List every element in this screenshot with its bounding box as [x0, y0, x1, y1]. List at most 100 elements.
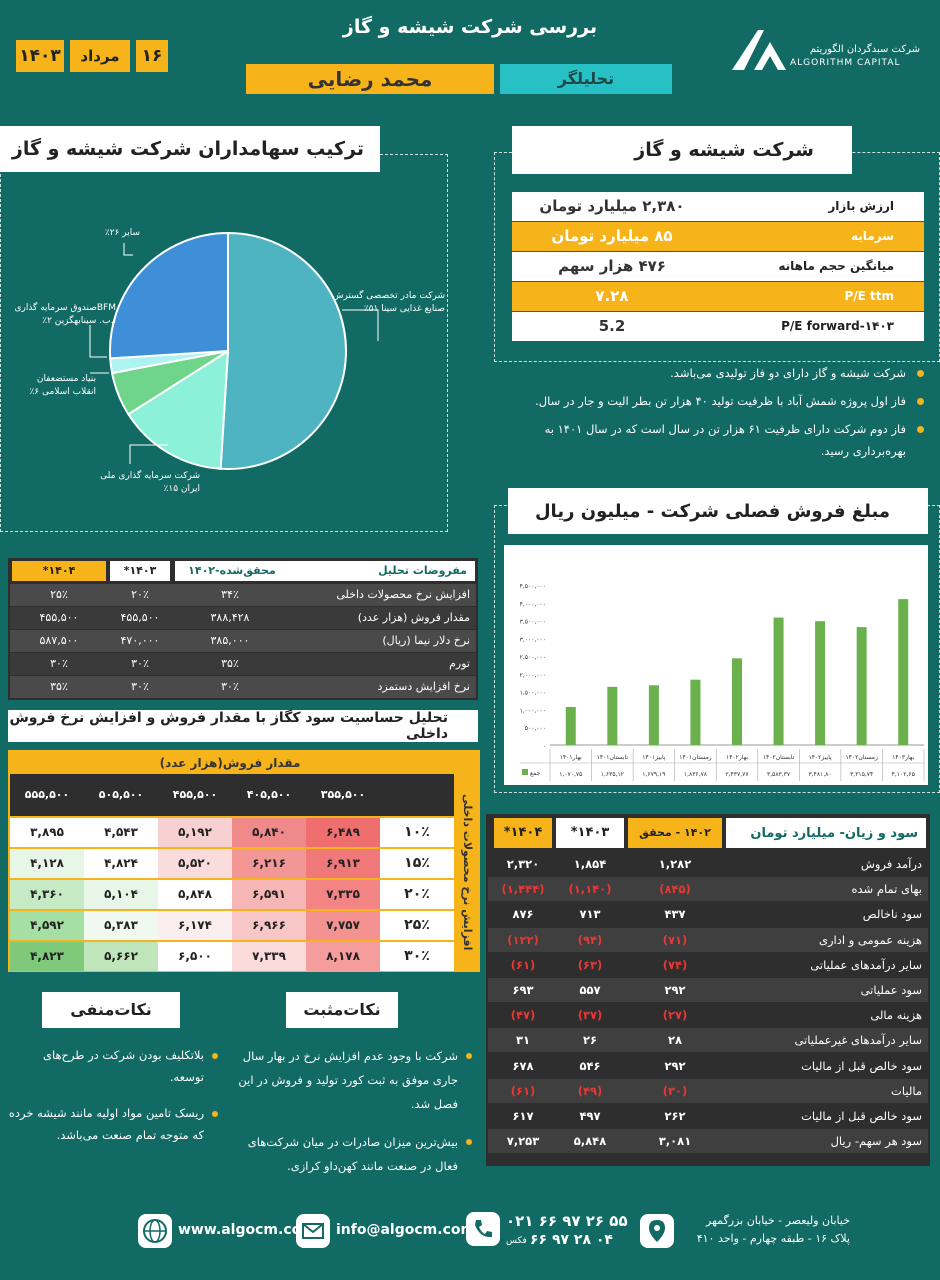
phone-number[interactable]: ۰۲۱ ۶۶ ۹۷ ۲۶ ۵۵ [506, 1212, 628, 1230]
email-link[interactable]: info@algocm.com [336, 1222, 476, 1238]
sales-bar [898, 599, 909, 745]
sensitivity-cell: ۷,۷۵۷ [306, 911, 380, 940]
pnl-cell: ۱,۸۵۴ [573, 857, 607, 871]
pnl-cell: (۴۹) [577, 1083, 603, 1098]
sensitivity-cell: ۴,۱۲۸ [10, 849, 84, 878]
pnl-cell: (۱,۴۴۴) [501, 882, 545, 897]
bullet-text: فاز دوم شرکت دارای ظرفیت ۶۱ هزار تن در س… [544, 422, 906, 458]
pnl-cell: (۲۷) [662, 1008, 688, 1023]
x-tick-label: زمستان۱۴۰۲ [845, 754, 878, 761]
sensitivity-table: ۳۵۵,۵۰۰ ۴۰۵,۵۰۰ ۴۵۵,۵۰۰ ۵۰۵,۵۰۰ ۵۵۵,۵۰۰ ۱۰٪ ۶,… [10, 774, 454, 971]
email-icon [296, 1214, 330, 1248]
info-label: P/E ttm [844, 289, 894, 303]
sensitivity-col-label: ۳۵۵,۵۰۰ [320, 788, 366, 801]
shareholders-pie [89, 231, 379, 470]
pnl-cell: ۲۸ [667, 1033, 683, 1048]
pnl-cell: ۷,۲۵۳ [506, 1134, 540, 1149]
pie-slice-sina [219, 231, 347, 470]
pnl-col-1404: *۱۴۰۴ [494, 818, 552, 848]
info-label: سرمایه [851, 229, 894, 243]
location-icon [640, 1214, 674, 1248]
data-label: ۳,۵۸۳,۳۷ [767, 771, 791, 778]
pnl-row: سود خالص قبل از مالیات ۲۹۲ ۵۴۶ ۶۷۸ [488, 1053, 928, 1078]
company-info-table: ارزش بازار ۲,۳۸۰ میلیارد تومان سرمایه ۸۵ می… [512, 192, 924, 342]
pnl-label: سود عملیاتی [860, 982, 922, 997]
logo-en: ALGORITHM CAPITAL [790, 58, 901, 68]
assumptions-col-1403: *۱۴۰۳ [110, 561, 170, 581]
pie-slice-other [109, 231, 229, 360]
pnl-label: سایر درآمدهای عملیاتی [810, 957, 922, 972]
phone-icon [466, 1212, 500, 1246]
assumption-label: افزایش نرخ محصولات داخلی [336, 588, 470, 601]
x-tick-label: تابستان۱۴۰۱ [597, 754, 629, 761]
info-label: ارزش بازار [828, 199, 894, 213]
logo-fa: شرکت سبدگردان الگوریتم [809, 44, 920, 55]
y-tick-label: ۳,۰۰۰,۰۰۰ [520, 636, 546, 643]
legend-label: جمع [530, 770, 541, 777]
sensitivity-cell: ۶,۹۱۳ [306, 849, 380, 878]
assumption-cell: ۳۵٪ [221, 657, 239, 670]
assumption-label: مقدار فروش (هزار عدد) [357, 611, 470, 624]
assumption-cell: ۴۵۵,۵۰۰ [39, 611, 79, 624]
info-label: میانگین حجم ماهانه [778, 259, 894, 273]
negative-list: بلاتکلیف بودن شرکت در طرح‌های توسعه. ریسک… [6, 1044, 220, 1160]
x-tick-label: بهار۱۴۰۳ [892, 754, 914, 761]
pnl-label: هزینه مالی [870, 1008, 922, 1023]
sensitivity-cell: ۶,۴۸۹ [306, 818, 380, 847]
sensitivity-col-title: مقدار فروش(هزار عدد) [159, 756, 301, 770]
assumption-row: نرخ افزایش دستمزد ۳۰٪ ۳۰٪ ۳۵٪ [10, 676, 476, 698]
pnl-label: سود خالص قبل از مالیات [801, 1058, 922, 1073]
note-bullet [212, 1053, 218, 1059]
sensitivity-cell: ۵,۳۸۳ [84, 911, 158, 940]
bullet-text: فاز اول پروژه شمش آباد با ظرفیت تولید ۴۰… [535, 394, 906, 408]
pie-slice-melli [126, 349, 230, 470]
pnl-cell: ۶۷۸ [512, 1058, 534, 1073]
info-row: P/E forward-۱۴۰۳ 5.2 [512, 312, 924, 341]
page-title: بررسی شرکت شیشه و گاز [342, 16, 598, 38]
note-item: شرکت با وجود عدم افزایش نرخ در بهار سال … [232, 1044, 474, 1116]
assumption-cell: ۳۰٪ [50, 657, 68, 670]
assumption-row: نرخ دلار نیما (ریال) ۳۸۵,۰۰۰ ۴۷۰,۰۰۰ ۵۸۷,۵۰… [10, 630, 476, 652]
positive-title: نکات‌مثبت [286, 992, 398, 1028]
sensitivity-cell: ۵,۶۶۲ [84, 942, 158, 971]
sensitivity-col-label: ۴۵۵,۵۰۰ [172, 788, 218, 801]
sales-chart-title: مبلغ فروش فصلی شرکت - میلیون ریال [508, 488, 928, 534]
website-link[interactable]: www.algocm.com [178, 1222, 316, 1238]
info-row: میانگین حجم ماهانه ۴۷۶ هزار سهم [512, 252, 924, 281]
pnl-label: سود هر سهم- ریال [830, 1134, 922, 1149]
pnl-row: سایر درآمدهای عملیاتی (۷۴) (۶۳) (۶۱) [488, 952, 928, 977]
pnl-cell: (۸۴۵) [659, 882, 691, 897]
pnl-row: سود ناخالص ۴۳۷ ۷۱۳ ۸۷۶ [488, 902, 928, 927]
bullet-dot [917, 426, 924, 433]
pnl-cell: ۶۹۳ [512, 982, 534, 997]
shareholders-title: ترکیب سهامداران شرکت شیشه و گاز [0, 126, 380, 172]
assumptions-table: افزایش نرخ محصولات داخلی ۳۴٪ ۲۰٪ ۲۵٪ مقدار ف… [10, 584, 476, 699]
sensitivity-row-label: ۱۵٪ [380, 849, 454, 878]
note-text: بیش‌ترین میزان صادرات در میان شرکت‌های ف… [247, 1135, 458, 1173]
data-label: ۳,۳۱۵,۷۴ [850, 771, 873, 778]
pnl-label: هزینه عمومی و اداری [818, 932, 922, 947]
fax-number: ۶۶ ۹۷ ۲۸ ۰۴ [530, 1232, 613, 1248]
sensitivity-cell: ۴,۸۲۳ [10, 942, 84, 971]
pnl-cell: (۶۳) [577, 957, 603, 972]
pnl-cell: ۲۹۲ [664, 982, 686, 997]
pnl-cell: ۲,۳۲۰ [506, 857, 540, 871]
sensitivity-col-label: ۵۵۵,۵۰۰ [24, 788, 70, 801]
assumption-cell: ۳۴٪ [221, 588, 239, 601]
assumptions-col-1404: *۱۴۰۴ [12, 561, 106, 581]
date-month: مرداد [70, 40, 130, 72]
note-item: بلاتکلیف بودن شرکت در طرح‌های توسعه. [6, 1044, 220, 1088]
note-bullet [212, 1111, 218, 1117]
negative-title: نکات‌منفی [42, 992, 180, 1028]
pie-label-melli: شرکت سرمایه گذاری ملی ایران ۱۵٪ [100, 471, 200, 494]
note-item: ریسک تامین مواد اولیه مانند شیشه خرده که… [6, 1102, 220, 1146]
sensitivity-cell: ۵,۱۰۴ [84, 880, 158, 909]
pnl-title: سود و زیان- میلیارد تومان [726, 818, 926, 848]
info-value: ۴۷۶ هزار سهم [558, 257, 666, 275]
data-label: ۱,۸۳۶,۷۸ [684, 771, 708, 778]
note-bullet [466, 1139, 472, 1145]
sensitivity-cell: ۵,۸۴۰ [232, 818, 306, 847]
sensitivity-title: تحلیل حساسیت سود کگاز با مقدار فروش و اف… [8, 710, 478, 742]
data-label: ۱,۶۷۹,۱۹ [642, 771, 665, 778]
y-tick-label: ۱,۵۰۰,۰۰۰ [520, 690, 546, 697]
